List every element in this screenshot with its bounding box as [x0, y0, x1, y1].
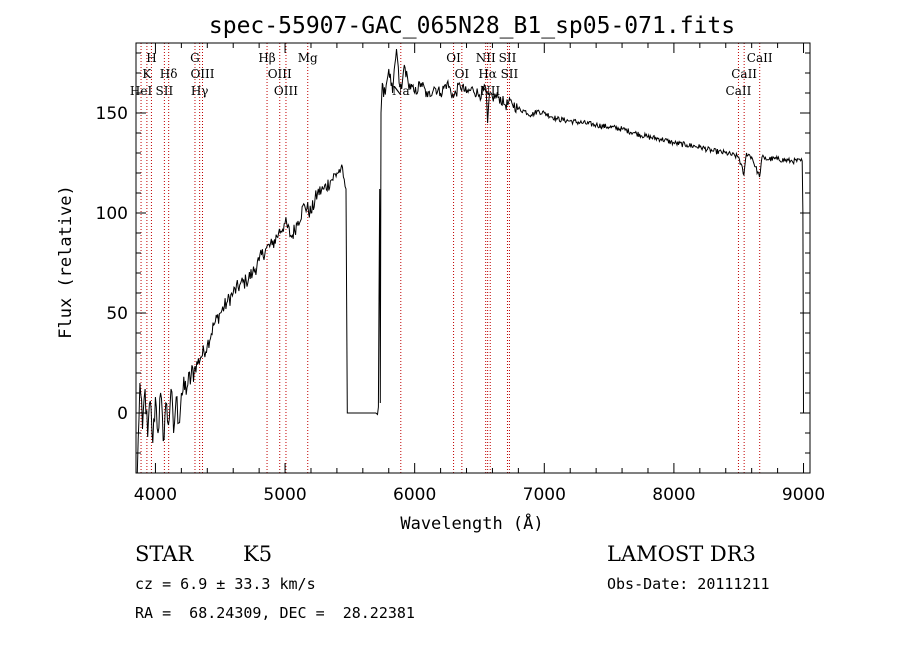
- x-tick-label: 8000: [652, 485, 695, 505]
- line-label-oi: OI: [446, 51, 461, 65]
- line-label-hγ: Hγ: [191, 84, 209, 98]
- x-axis-ticks: 4000 5000 6000 7000 8000 9000: [134, 43, 825, 505]
- line-label-sii: SII: [501, 67, 519, 81]
- x-tick-label: 9000: [782, 485, 825, 505]
- line-label-hα: Hα: [478, 67, 497, 81]
- y-tick-label: 50: [106, 304, 128, 324]
- line-label-caii: CaII: [747, 51, 773, 65]
- y-tick-label: 0: [117, 404, 128, 424]
- plot-frame: [135, 42, 811, 474]
- line-label-hei: HeI: [130, 84, 153, 98]
- y-tick-label: 100: [96, 204, 128, 224]
- object-class: STAR: [135, 542, 194, 566]
- redshift-text: cz = 6.9 ± 33.3 km/s: [135, 575, 316, 593]
- x-tick-label: 6000: [393, 485, 436, 505]
- line-label-oi: OI: [455, 67, 470, 81]
- x-axis-label: Wavelength (Å): [400, 512, 543, 534]
- chart-title: spec-55907-GAC_065N28_B1_sp05-071.fits: [209, 13, 735, 39]
- line-label-caii: CaII: [726, 84, 752, 98]
- line-label-oiii: OIII: [190, 67, 214, 81]
- line-label-oiii: OIII: [274, 84, 298, 98]
- line-label-h: H: [146, 51, 156, 65]
- y-axis-label: Flux (relative): [56, 185, 76, 339]
- line-label-caii: CaII: [731, 67, 757, 81]
- y-axis-ticks: 0 50 100 150: [96, 52, 810, 454]
- line-label-nii: NII: [476, 51, 496, 65]
- survey-name: LAMOST DR3: [607, 542, 756, 566]
- observation-date: Obs-Date: 20111211: [607, 575, 770, 593]
- line-label-oiii: OIII: [268, 67, 292, 81]
- line-label-sii: SII: [156, 84, 174, 98]
- coordinates-text: RA = 68.24309, DEC = 28.22381: [135, 604, 415, 622]
- line-label-sii: SII: [499, 51, 517, 65]
- spectral-line-markers: [140, 43, 761, 473]
- y-tick-label: 150: [96, 104, 128, 124]
- line-label-mg: Mg: [298, 51, 318, 65]
- line-label-na: Na: [392, 84, 410, 98]
- x-tick-label: 5000: [263, 485, 306, 505]
- line-label-hδ: Hδ: [160, 67, 178, 81]
- line-label-hβ: Hβ: [258, 51, 275, 65]
- x-tick-label: 4000: [134, 485, 177, 505]
- spectrum-line: [136, 48, 804, 474]
- line-label-g: G: [190, 51, 200, 65]
- line-label-k: K: [142, 67, 152, 81]
- object-subclass: K5: [243, 542, 272, 566]
- x-tick-label: 7000: [523, 485, 566, 505]
